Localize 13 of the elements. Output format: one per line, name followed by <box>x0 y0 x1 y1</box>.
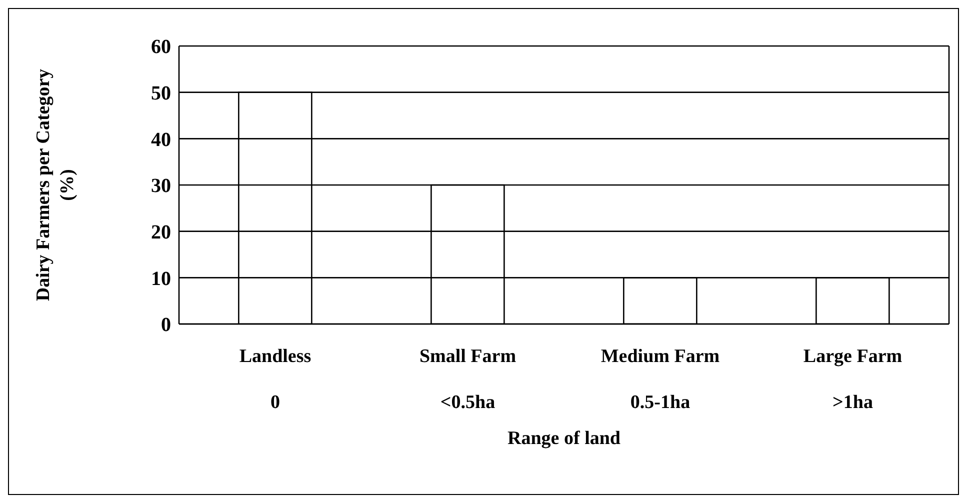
y-tick-label: 30 <box>151 175 171 198</box>
category-label: Medium Farm 0.5-1ha <box>600 346 720 413</box>
x-axis-title: Range of land <box>508 428 621 449</box>
y-tick-label: 0 <box>161 314 171 336</box>
y-tick-label: 50 <box>151 82 171 104</box>
y-tick-label: 60 <box>151 36 171 58</box>
category-label: Small Farm <0.5ha <box>419 346 516 413</box>
category-label: Landless 0 <box>239 346 312 413</box>
y-tick-label: 40 <box>151 128 171 151</box>
y-axis-title: Dairy Farmers per Category (%) <box>33 68 78 302</box>
category-label: Large Farm >1ha <box>803 346 902 413</box>
y-tick-label: 20 <box>151 221 171 244</box>
y-tick-label: 10 <box>151 268 171 290</box>
